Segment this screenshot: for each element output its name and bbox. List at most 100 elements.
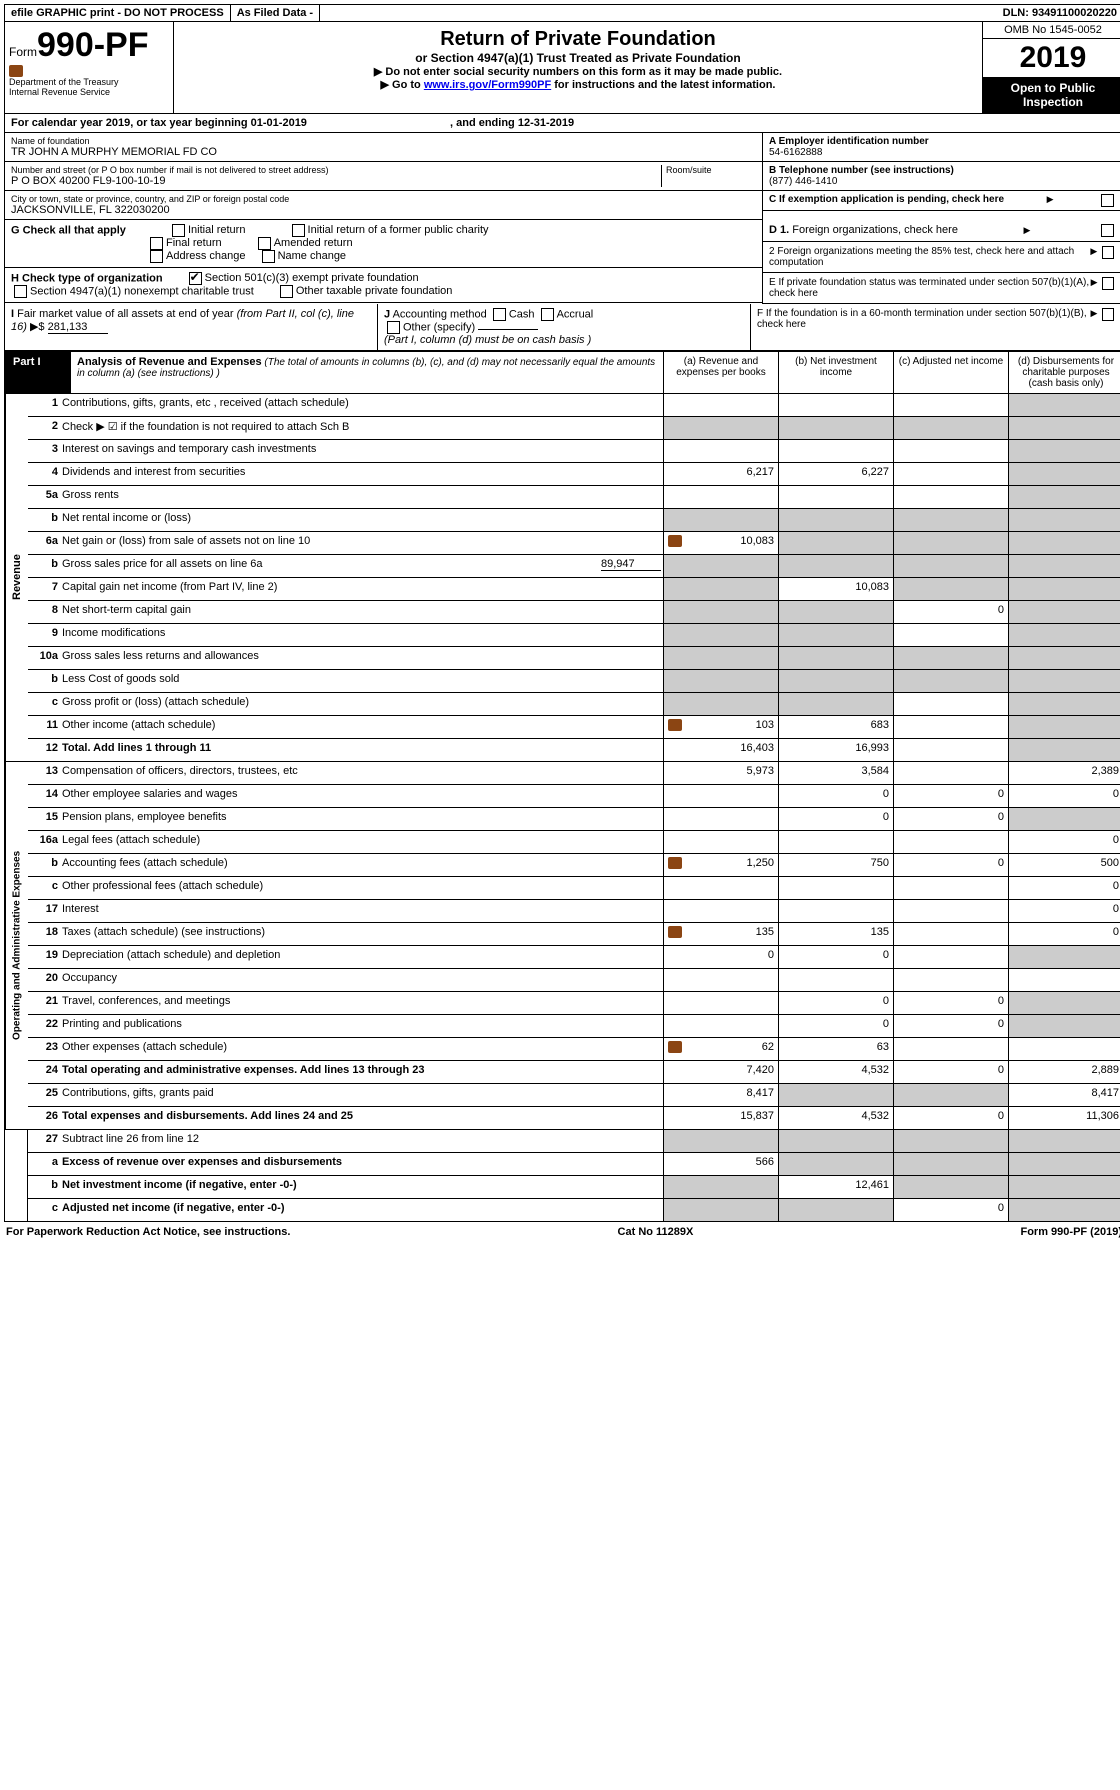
attachment-icon[interactable] (9, 65, 23, 77)
cell (663, 1015, 778, 1037)
cell (1008, 463, 1120, 485)
cell: 2,889 (1008, 1061, 1120, 1083)
row-desc: Contributions, gifts, grants paid (60, 1084, 663, 1106)
namech-cb[interactable] (262, 250, 275, 263)
irs-text: Internal Revenue Service (9, 87, 169, 97)
row-desc: Total expenses and disbursements. Add li… (60, 1107, 663, 1129)
cell: 0 (893, 1015, 1008, 1037)
accrual-cb[interactable] (541, 308, 554, 321)
cell: 16,403 (663, 739, 778, 761)
cell (893, 923, 1008, 945)
row-desc: Interest (60, 900, 663, 922)
cell (1008, 417, 1120, 439)
row-num: 8 (28, 601, 60, 623)
501c3-txt: Section 501(c)(3) exempt private foundat… (205, 272, 419, 284)
note1: ▶ Do not enter social security numbers o… (182, 65, 974, 78)
omb-text: OMB No 1545-0052 (983, 22, 1120, 39)
cell (1008, 1199, 1120, 1221)
4947-cb[interactable] (14, 285, 27, 298)
attachment-icon[interactable] (668, 719, 682, 731)
form-subtitle: or Section 4947(a)(1) Trust Treated as P… (182, 51, 974, 65)
g-label: G Check all that apply (11, 224, 126, 236)
other-tax-txt: Other taxable private foundation (296, 285, 453, 297)
cell (663, 509, 778, 531)
table-row: bNet rental income or (loss) (28, 509, 1120, 532)
cell (1008, 555, 1120, 577)
table-row: 25Contributions, gifts, grants paid8,417… (28, 1084, 1120, 1107)
cell: 0 (778, 808, 893, 830)
row-num: 21 (28, 992, 60, 1014)
other-tax-cb[interactable] (280, 285, 293, 298)
table-row: 19Depreciation (attach schedule) and dep… (28, 946, 1120, 969)
cell (663, 900, 778, 922)
other-cb[interactable] (387, 321, 400, 334)
d1-cb[interactable] (1101, 224, 1114, 237)
cell (778, 670, 893, 692)
cell (778, 601, 893, 623)
cell: 5,973 (663, 762, 778, 784)
row-num: 14 (28, 785, 60, 807)
cell (778, 877, 893, 899)
row-num: 13 (28, 762, 60, 784)
table-row: 7Capital gain net income (from Part IV, … (28, 578, 1120, 601)
cash-cb[interactable] (493, 308, 506, 321)
j-cell: J Accounting method Cash Accrual Other (… (378, 304, 750, 350)
addrch-cb[interactable] (150, 250, 163, 263)
form-title: Return of Private Foundation (182, 28, 974, 51)
other-txt: Other (specify) (403, 321, 475, 333)
row-desc: Dividends and interest from securities (60, 463, 663, 485)
initial-cb[interactable] (172, 224, 185, 237)
table-row: 16aLegal fees (attach schedule)0 (28, 831, 1120, 854)
j-note: (Part I, column (d) must be on cash basi… (384, 334, 591, 346)
header-mid: Return of Private Foundation or Section … (174, 22, 983, 113)
city-val: JACKSONVILLE, FL 322030200 (11, 204, 756, 216)
cell (893, 509, 1008, 531)
table-row: bGross sales price for all assets on lin… (28, 555, 1120, 578)
cell (893, 1130, 1008, 1152)
phone-lbl: B Telephone number (see instructions) (769, 165, 1117, 176)
irs-link[interactable]: www.irs.gov/Form990PF (424, 79, 551, 91)
dept-text: Department of the Treasury (9, 77, 169, 87)
col-a: (a) Revenue and expenses per books (664, 352, 779, 393)
501c3-cb[interactable] (189, 272, 202, 285)
cell: 6,217 (663, 463, 778, 485)
footer-left: For Paperwork Reduction Act Notice, see … (6, 1226, 290, 1238)
part1-title: Analysis of Revenue and Expenses (77, 356, 262, 368)
cell (1008, 1015, 1120, 1037)
attachment-icon[interactable] (668, 1041, 682, 1053)
cell (663, 693, 778, 715)
row-desc: Other professional fees (attach schedule… (60, 877, 663, 899)
attachment-icon[interactable] (668, 857, 682, 869)
row-desc: Net investment income (if negative, ente… (60, 1176, 663, 1198)
table-row: 21Travel, conferences, and meetings00 (28, 992, 1120, 1015)
table-row: 26Total expenses and disbursements. Add … (28, 1107, 1120, 1129)
cell (893, 946, 1008, 968)
row-num: 18 (28, 923, 60, 945)
row-num: 16a (28, 831, 60, 853)
ein-lbl: A Employer identification number (769, 136, 1117, 147)
row-num: 2 (28, 417, 60, 439)
amended-cb[interactable] (258, 237, 271, 250)
f-cb[interactable] (1102, 308, 1114, 321)
table-row: aExcess of revenue over expenses and dis… (28, 1153, 1120, 1176)
table-row: 24Total operating and administrative exp… (28, 1061, 1120, 1084)
attachment-icon[interactable] (668, 535, 682, 547)
attachment-icon[interactable] (668, 926, 682, 938)
cell (1008, 693, 1120, 715)
cell (663, 1199, 778, 1221)
table-row: 27Subtract line 26 from line 12 (28, 1130, 1120, 1153)
d2-cb[interactable] (1102, 246, 1114, 259)
cell (1008, 532, 1120, 554)
calendar-row: For calendar year 2019, or tax year begi… (4, 114, 1120, 133)
cell (893, 463, 1008, 485)
identification-block: Name of foundation TR JOHN A MURPHY MEMO… (4, 133, 1120, 220)
row-num: 27 (28, 1130, 60, 1152)
exempt-checkbox[interactable] (1101, 194, 1114, 207)
e-cb[interactable] (1102, 277, 1114, 290)
row-desc: Interest on savings and temporary cash i… (60, 440, 663, 462)
d2-txt: 2 Foreign organizations meeting the 85% … (769, 246, 1090, 268)
initial-former-cb[interactable] (292, 224, 305, 237)
final-cb[interactable] (150, 237, 163, 250)
cell (1008, 992, 1120, 1014)
row-desc: Other expenses (attach schedule) (60, 1038, 663, 1060)
